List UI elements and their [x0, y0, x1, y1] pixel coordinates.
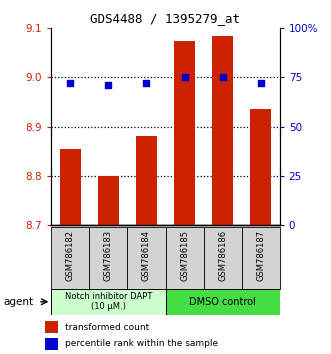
Bar — [45, 321, 58, 333]
Text: GSM786183: GSM786183 — [104, 230, 113, 281]
Bar — [51, 289, 166, 315]
Text: GSM786186: GSM786186 — [218, 230, 227, 281]
Text: Notch inhibitor DAPT
(10 μM.): Notch inhibitor DAPT (10 μM.) — [65, 292, 152, 312]
Text: percentile rank within the sample: percentile rank within the sample — [65, 339, 218, 348]
Text: transformed count: transformed count — [65, 322, 149, 331]
Point — [106, 82, 111, 88]
Text: GSM786182: GSM786182 — [66, 230, 75, 281]
Text: GSM786185: GSM786185 — [180, 230, 189, 281]
Point — [258, 80, 263, 86]
Text: agent: agent — [3, 297, 33, 307]
Point — [68, 80, 73, 86]
Bar — [250, 109, 271, 225]
Bar — [166, 289, 280, 315]
Bar — [60, 149, 81, 225]
Bar — [127, 227, 166, 289]
Text: DMSO control: DMSO control — [189, 297, 256, 307]
Bar — [136, 136, 157, 225]
Bar — [174, 41, 195, 225]
Point — [220, 75, 225, 80]
Text: GSM786184: GSM786184 — [142, 230, 151, 281]
Bar — [204, 227, 242, 289]
Bar — [45, 338, 58, 349]
Bar — [89, 227, 127, 289]
Point — [144, 80, 149, 86]
Bar — [242, 227, 280, 289]
Bar — [166, 227, 204, 289]
Text: GSM786187: GSM786187 — [256, 230, 265, 281]
Text: GDS4488 / 1395279_at: GDS4488 / 1395279_at — [90, 12, 241, 25]
Point — [182, 75, 187, 80]
Bar — [51, 227, 89, 289]
Bar — [98, 176, 119, 225]
Bar — [212, 36, 233, 225]
